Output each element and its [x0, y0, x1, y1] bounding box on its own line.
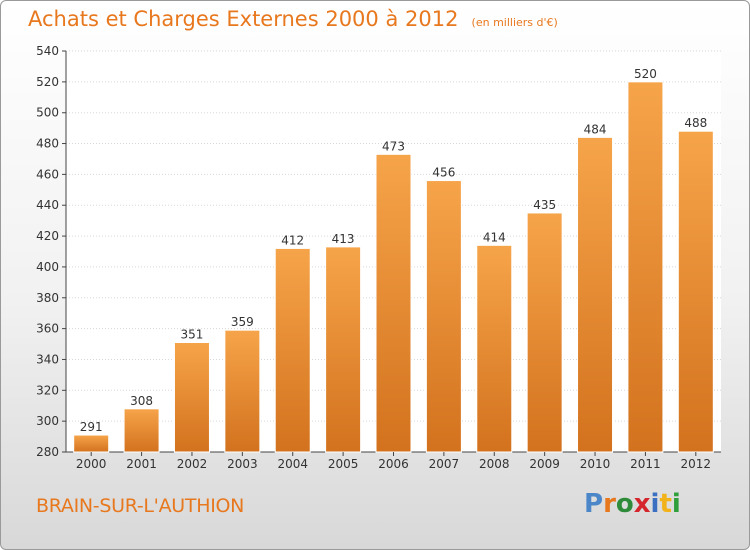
- bar-value-label: 412: [281, 233, 304, 247]
- bar: [123, 408, 160, 453]
- x-tick-label: 2002: [177, 457, 208, 471]
- x-tick-label: 2007: [429, 457, 460, 471]
- y-tick-label: 440: [36, 198, 59, 212]
- bar: [274, 247, 311, 453]
- y-tick-label: 460: [36, 167, 59, 181]
- logo-letter: i: [671, 489, 681, 519]
- bar: [224, 329, 261, 453]
- y-tick-label: 280: [36, 445, 59, 459]
- bar: [425, 180, 462, 453]
- y-tick-label: 540: [36, 44, 59, 58]
- y-tick-label: 480: [36, 137, 59, 151]
- x-tick-label: 2008: [479, 457, 510, 471]
- chart-title: Achats et Charges Externes 2000 à 2012 (…: [28, 7, 558, 31]
- x-tick-label: 2005: [328, 457, 359, 471]
- y-tick-label: 380: [36, 291, 59, 305]
- x-tick-label: 2010: [580, 457, 611, 471]
- bar-value-label: 351: [181, 327, 204, 341]
- bar: [627, 81, 664, 453]
- logo-letter: o: [615, 489, 634, 519]
- bar-value-label: 456: [432, 166, 455, 180]
- bar-value-label: 308: [130, 394, 153, 408]
- y-tick-label: 300: [36, 414, 59, 428]
- bar-value-label: 413: [332, 232, 355, 246]
- bar-value-label: 359: [231, 315, 254, 329]
- bar: [476, 244, 513, 453]
- x-tick-label: 2000: [76, 457, 107, 471]
- bar: [375, 153, 412, 453]
- y-tick-label: 520: [36, 75, 59, 89]
- logo-letter: r: [603, 489, 616, 519]
- chart-title-text: Achats et Charges Externes 2000 à 2012: [28, 7, 459, 31]
- bar: [677, 130, 714, 453]
- x-tick-label: 2006: [378, 457, 409, 471]
- x-tick-label: 2001: [126, 457, 157, 471]
- y-tick-label: 500: [36, 106, 59, 120]
- x-tick-label: 2009: [529, 457, 560, 471]
- bar: [526, 212, 563, 453]
- x-tick-label: 2003: [227, 457, 258, 471]
- chart-unit-note: (en milliers d'€): [471, 16, 558, 29]
- bar: [325, 246, 362, 453]
- bar-value-label: 520: [634, 67, 657, 81]
- bar: [577, 136, 614, 453]
- bar-value-label: 473: [382, 139, 405, 153]
- x-tick-label: 2011: [630, 457, 661, 471]
- bar-value-label: 484: [584, 122, 607, 136]
- bar: [173, 341, 210, 453]
- bar: [73, 434, 110, 453]
- proxiti-logo: Proxiti: [584, 489, 681, 519]
- y-tick-label: 400: [36, 260, 59, 274]
- bar-value-label: 414: [483, 230, 506, 244]
- y-tick-label: 320: [36, 383, 59, 397]
- bar-value-label: 435: [533, 198, 556, 212]
- logo-letter: i: [650, 489, 660, 519]
- x-tick-label: 2012: [681, 457, 712, 471]
- logo-letter: P: [584, 489, 604, 519]
- y-tick-label: 360: [36, 322, 59, 336]
- logo-letter: x: [633, 489, 651, 519]
- y-tick-label: 420: [36, 229, 59, 243]
- logo-letter: t: [659, 489, 672, 519]
- bar-value-label: 488: [684, 116, 707, 130]
- city-name: BRAIN-SUR-L'AUTHION: [36, 495, 245, 517]
- bar-value-label: 291: [80, 420, 103, 434]
- y-tick-label: 340: [36, 352, 59, 366]
- x-tick-label: 2004: [277, 457, 308, 471]
